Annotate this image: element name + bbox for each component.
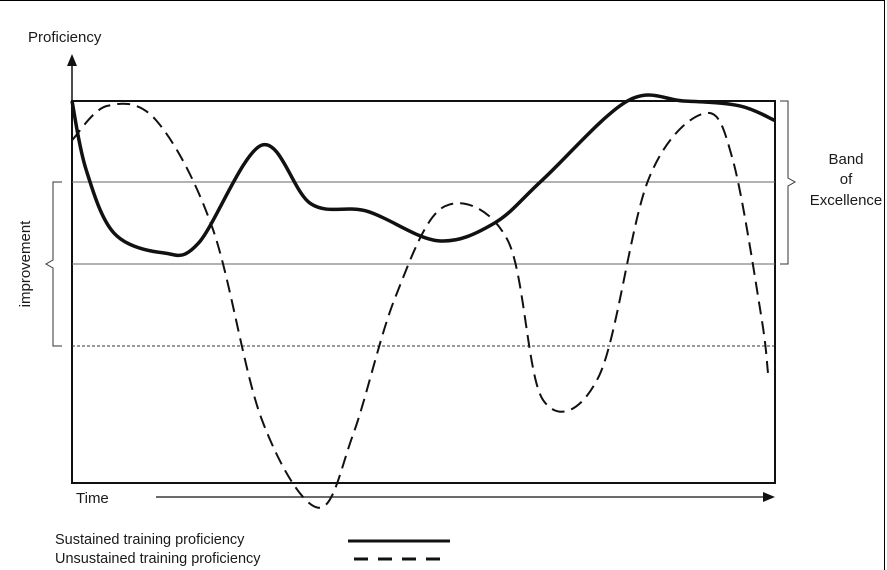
y-axis-arrow-icon — [67, 54, 77, 66]
legend-label-sustained: Sustained training proficiency — [55, 532, 245, 548]
sustained-curve — [70, 93, 776, 258]
time-arrow-icon — [763, 492, 775, 502]
unsustained-curve — [71, 102, 769, 509]
band-brace — [780, 100, 797, 265]
band-label-line-1: Band — [828, 151, 863, 168]
band-label-line-3: Excellence — [810, 192, 883, 209]
improvement-brace — [44, 181, 62, 347]
y-axis-label: Proficiency — [28, 29, 102, 46]
plot-area — [71, 100, 776, 484]
x-axis-label: Time — [76, 490, 109, 507]
legend-label-unsustained: Unsustained training proficiency — [55, 551, 261, 567]
improvement-label: improvement — [17, 220, 34, 308]
band-label-line-2: of — [840, 171, 853, 188]
